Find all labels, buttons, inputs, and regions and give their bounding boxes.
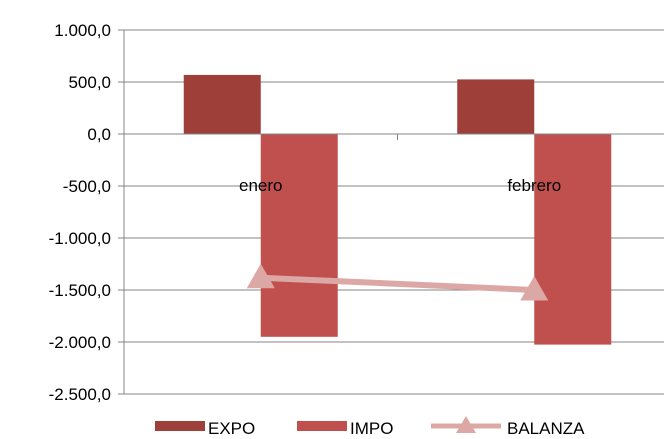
bar-impo-enero	[260, 134, 338, 337]
legend-triangle-icon	[456, 416, 476, 433]
y-tick-label: 1.000,0	[54, 21, 111, 40]
legend-label: IMPO	[350, 419, 393, 438]
y-axis-tick-labels: 1.000,0 500,0 0,0 -500,0 -1.000,0 -1.500,0 -2.…	[49, 21, 111, 404]
y-tick-label: -1.000,0	[49, 229, 111, 248]
triangle-marker	[520, 276, 549, 301]
y-tick-label: -2.000,0	[49, 333, 111, 352]
legend-label: BALANZA	[507, 419, 585, 438]
legend-swatch	[297, 421, 347, 431]
legend-swatch	[155, 421, 205, 431]
legend-item-impo: IMPO	[297, 419, 393, 438]
category-labels: enero febrero	[239, 176, 561, 195]
y-tick-label: 0,0	[87, 125, 111, 144]
bar-impo-febrero	[534, 134, 612, 345]
legend-item-balanza: BALANZA	[431, 416, 585, 438]
y-tick-label: 500,0	[68, 73, 111, 92]
bar-expo-enero	[183, 74, 261, 134]
balance-series	[246, 263, 549, 301]
category-label: febrero	[507, 176, 561, 195]
y-tick-label: -2.500,0	[49, 385, 111, 404]
triangle-marker	[246, 263, 275, 289]
series-line-balanza	[260, 274, 535, 293]
y-tick-label: -1.500,0	[49, 281, 111, 300]
bars	[183, 74, 612, 345]
legend-item-expo: EXPO	[155, 419, 255, 438]
y-tick-label: -500,0	[63, 177, 111, 196]
axes	[123, 30, 664, 394]
category-label: enero	[239, 176, 282, 195]
bar-expo-febrero	[457, 79, 535, 134]
legend: EXPO IMPO BALANZA	[155, 416, 585, 438]
legend-label: EXPO	[208, 419, 255, 438]
